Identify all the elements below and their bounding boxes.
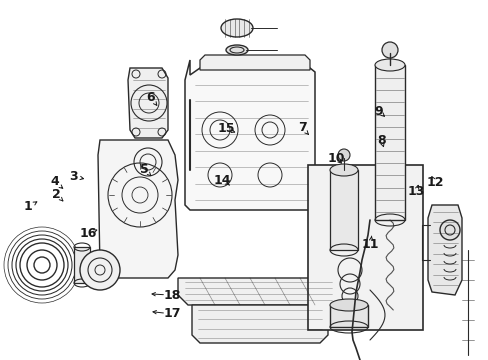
Text: 2: 2 (52, 188, 61, 201)
Polygon shape (98, 140, 178, 278)
Text: 17: 17 (163, 307, 181, 320)
Circle shape (381, 42, 397, 58)
Polygon shape (178, 278, 337, 305)
Text: 9: 9 (374, 105, 383, 118)
Text: 14: 14 (213, 174, 231, 186)
Text: 7: 7 (297, 121, 306, 134)
Bar (307, 165, 422, 330)
Text: 4: 4 (50, 175, 59, 188)
Ellipse shape (225, 45, 247, 55)
Ellipse shape (329, 164, 357, 176)
Text: 11: 11 (361, 238, 379, 251)
Ellipse shape (221, 19, 252, 37)
Text: 5: 5 (140, 163, 148, 176)
Text: 10: 10 (327, 152, 345, 165)
Bar (374, 65, 404, 220)
Bar (329, 305, 367, 327)
Bar (329, 170, 357, 250)
Polygon shape (427, 205, 461, 295)
Circle shape (337, 149, 349, 161)
Circle shape (80, 250, 120, 290)
Polygon shape (200, 55, 309, 70)
Text: 16: 16 (79, 227, 97, 240)
Text: 15: 15 (217, 122, 234, 135)
Text: 3: 3 (69, 170, 78, 183)
Ellipse shape (329, 299, 367, 311)
Text: 6: 6 (146, 91, 155, 104)
Polygon shape (184, 60, 314, 210)
Text: 13: 13 (407, 185, 424, 198)
Polygon shape (192, 305, 327, 343)
Polygon shape (128, 68, 168, 138)
Ellipse shape (374, 59, 404, 71)
Bar (74, 247, 90, 283)
Text: 8: 8 (376, 134, 385, 147)
Circle shape (439, 220, 459, 240)
Text: 12: 12 (426, 176, 443, 189)
Text: 1: 1 (24, 201, 33, 213)
Text: 18: 18 (163, 289, 181, 302)
